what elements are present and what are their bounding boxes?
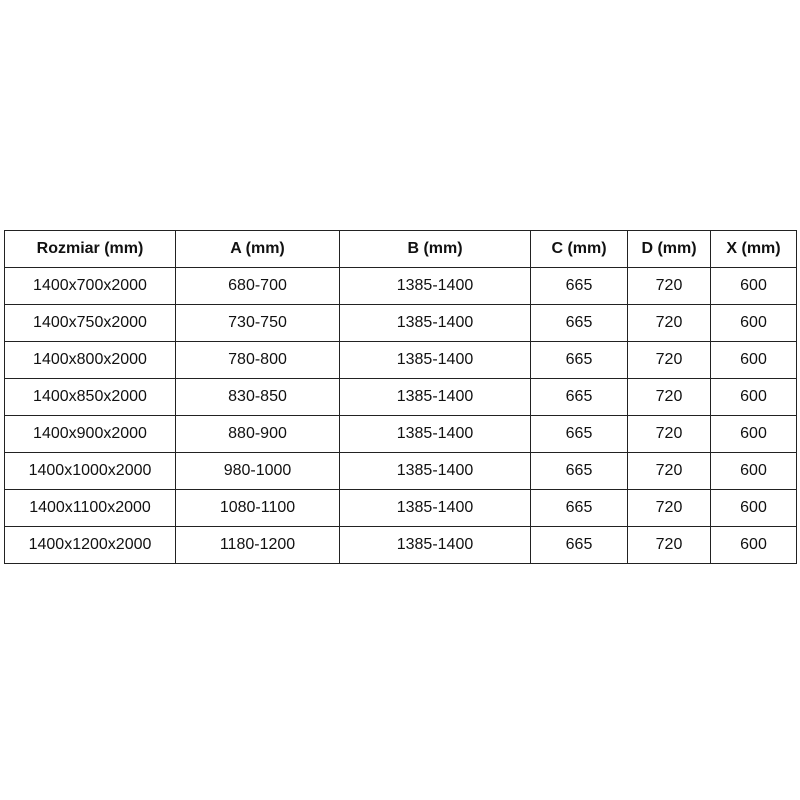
header-c: C (mm) bbox=[530, 230, 628, 268]
cell-rozmiar: 1400x1000x2000 bbox=[4, 452, 176, 490]
dimensions-table: Rozmiar (mm) A (mm) B (mm) C (mm) D (mm)… bbox=[4, 230, 797, 564]
cell-d: 720 bbox=[627, 267, 711, 305]
table-row: 1400x850x2000 830-850 1385-1400 665 720 600 bbox=[4, 378, 797, 416]
cell-d: 720 bbox=[627, 526, 711, 564]
header-a: A (mm) bbox=[175, 230, 340, 268]
cell-c: 665 bbox=[530, 526, 628, 564]
cell-rozmiar: 1400x750x2000 bbox=[4, 304, 176, 342]
header-row: Rozmiar (mm) A (mm) B (mm) C (mm) D (mm)… bbox=[4, 230, 797, 268]
cell-d: 720 bbox=[627, 378, 711, 416]
header-rozmiar: Rozmiar (mm) bbox=[4, 230, 176, 268]
cell-b: 1385-1400 bbox=[339, 452, 531, 490]
cell-a: 730-750 bbox=[175, 304, 340, 342]
cell-c: 665 bbox=[530, 341, 628, 379]
cell-x: 600 bbox=[710, 489, 797, 527]
table-row: 1400x1000x2000 980-1000 1385-1400 665 720 600 bbox=[4, 452, 797, 490]
cell-c: 665 bbox=[530, 378, 628, 416]
header-x: X (mm) bbox=[710, 230, 797, 268]
cell-rozmiar: 1400x900x2000 bbox=[4, 415, 176, 453]
cell-c: 665 bbox=[530, 489, 628, 527]
header-d: D (mm) bbox=[627, 230, 711, 268]
cell-a: 680-700 bbox=[175, 267, 340, 305]
table-row: 1400x1100x2000 1080-1100 1385-1400 665 720 60… bbox=[4, 489, 797, 527]
cell-rozmiar: 1400x800x2000 bbox=[4, 341, 176, 379]
cell-rozmiar: 1400x1200x2000 bbox=[4, 526, 176, 564]
cell-a: 1180-1200 bbox=[175, 526, 340, 564]
cell-b: 1385-1400 bbox=[339, 378, 531, 416]
cell-c: 665 bbox=[530, 415, 628, 453]
cell-d: 720 bbox=[627, 452, 711, 490]
table-row: 1400x700x2000 680-700 1385-1400 665 720 600 bbox=[4, 267, 797, 305]
cell-a: 1080-1100 bbox=[175, 489, 340, 527]
cell-b: 1385-1400 bbox=[339, 415, 531, 453]
cell-a: 880-900 bbox=[175, 415, 340, 453]
cell-rozmiar: 1400x700x2000 bbox=[4, 267, 176, 305]
table-row: 1400x800x2000 780-800 1385-1400 665 720 600 bbox=[4, 341, 797, 379]
cell-a: 780-800 bbox=[175, 341, 340, 379]
cell-b: 1385-1400 bbox=[339, 304, 531, 342]
cell-d: 720 bbox=[627, 341, 711, 379]
cell-x: 600 bbox=[710, 378, 797, 416]
table-row: 1400x750x2000 730-750 1385-1400 665 720 600 bbox=[4, 304, 797, 342]
cell-rozmiar: 1400x850x2000 bbox=[4, 378, 176, 416]
cell-d: 720 bbox=[627, 415, 711, 453]
table-row: 1400x1200x2000 1180-1200 1385-1400 665 720 60… bbox=[4, 526, 797, 564]
cell-d: 720 bbox=[627, 489, 711, 527]
cell-x: 600 bbox=[710, 341, 797, 379]
cell-x: 600 bbox=[710, 452, 797, 490]
cell-rozmiar: 1400x1100x2000 bbox=[4, 489, 176, 527]
cell-c: 665 bbox=[530, 452, 628, 490]
cell-c: 665 bbox=[530, 267, 628, 305]
cell-x: 600 bbox=[710, 415, 797, 453]
cell-b: 1385-1400 bbox=[339, 341, 531, 379]
cell-b: 1385-1400 bbox=[339, 267, 531, 305]
cell-a: 830-850 bbox=[175, 378, 340, 416]
cell-x: 600 bbox=[710, 304, 797, 342]
cell-d: 720 bbox=[627, 304, 711, 342]
cell-x: 600 bbox=[710, 267, 797, 305]
cell-b: 1385-1400 bbox=[339, 526, 531, 564]
cell-b: 1385-1400 bbox=[339, 489, 531, 527]
cell-c: 665 bbox=[530, 304, 628, 342]
cell-x: 600 bbox=[710, 526, 797, 564]
header-b: B (mm) bbox=[339, 230, 531, 268]
cell-a: 980-1000 bbox=[175, 452, 340, 490]
table-row: 1400x900x2000 880-900 1385-1400 665 720 600 bbox=[4, 415, 797, 453]
